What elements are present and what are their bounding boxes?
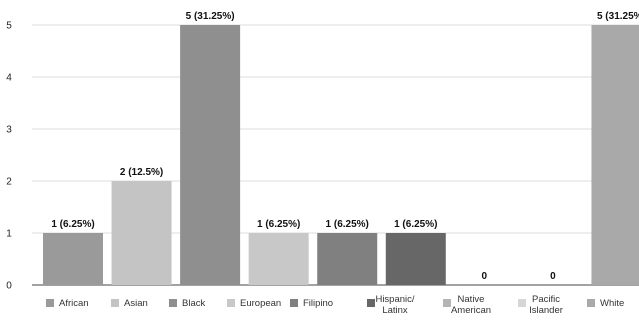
bars bbox=[43, 25, 639, 285]
legend-item: Asian bbox=[111, 298, 148, 309]
data-label: 5 (31.25%) bbox=[597, 11, 639, 22]
bar-white bbox=[591, 25, 639, 285]
bar-african bbox=[43, 233, 103, 285]
legend-swatch bbox=[169, 299, 177, 307]
legend-label: American bbox=[451, 305, 491, 316]
legend-label: African bbox=[59, 298, 89, 309]
data-label: 1 (6.25%) bbox=[326, 219, 369, 230]
y-tick-label: 3 bbox=[6, 125, 12, 136]
y-tick-label: 0 bbox=[6, 281, 12, 292]
data-label: 0 bbox=[550, 271, 556, 282]
legend-label: Asian bbox=[124, 298, 148, 309]
legend: African Asian Black European Filipino Hispani… bbox=[46, 294, 624, 316]
legend-label: Native bbox=[458, 294, 485, 305]
legend-item: African bbox=[46, 298, 89, 309]
legend-item: European bbox=[227, 298, 281, 309]
data-label: 2 (12.5%) bbox=[120, 167, 163, 178]
y-tick-label: 2 bbox=[6, 177, 12, 188]
bar-european bbox=[248, 233, 309, 285]
bar-asian bbox=[111, 181, 172, 285]
data-label: 1 (6.25%) bbox=[257, 219, 300, 230]
legend-label: Islander bbox=[529, 305, 563, 316]
data-label: 1 (6.25%) bbox=[51, 219, 94, 230]
legend-label: European bbox=[240, 298, 281, 309]
legend-label: Pacific bbox=[532, 294, 560, 305]
legend-swatch bbox=[111, 299, 119, 307]
data-label: 5 (31.25%) bbox=[186, 11, 235, 22]
bar-filipino bbox=[317, 233, 378, 285]
legend-label: Black bbox=[182, 298, 205, 309]
bar-black bbox=[180, 25, 241, 285]
y-tick-label: 5 bbox=[6, 21, 12, 32]
data-label: 0 bbox=[482, 271, 488, 282]
legend-swatch bbox=[46, 299, 54, 307]
legend-item: Filipino bbox=[290, 298, 333, 309]
legend-swatch bbox=[443, 299, 451, 307]
legend-label: Filipino bbox=[303, 298, 333, 309]
legend-swatch bbox=[290, 299, 298, 307]
legend-item: Hispanic/Latinx bbox=[367, 294, 415, 316]
legend-item: Black bbox=[169, 298, 205, 309]
y-axis-ticks: 0 1 2 3 4 5 bbox=[6, 21, 12, 292]
legend-swatch bbox=[227, 299, 235, 307]
legend-swatch bbox=[587, 299, 595, 307]
legend-label: White bbox=[600, 298, 624, 309]
legend-swatch bbox=[518, 299, 526, 307]
legend-label: Hispanic/ bbox=[375, 294, 414, 305]
bar-hispanic-latinx bbox=[385, 233, 446, 285]
legend-item: White bbox=[587, 298, 624, 309]
y-tick-label: 1 bbox=[6, 229, 12, 240]
legend-label: Latinx bbox=[382, 305, 408, 316]
y-tick-label: 4 bbox=[6, 73, 12, 84]
data-labels: 1 (6.25%) 2 (12.5%) 5 (31.25%) 1 (6.25%) 1 (… bbox=[51, 11, 639, 282]
legend-swatch bbox=[367, 299, 375, 307]
data-label: 1 (6.25%) bbox=[394, 219, 437, 230]
